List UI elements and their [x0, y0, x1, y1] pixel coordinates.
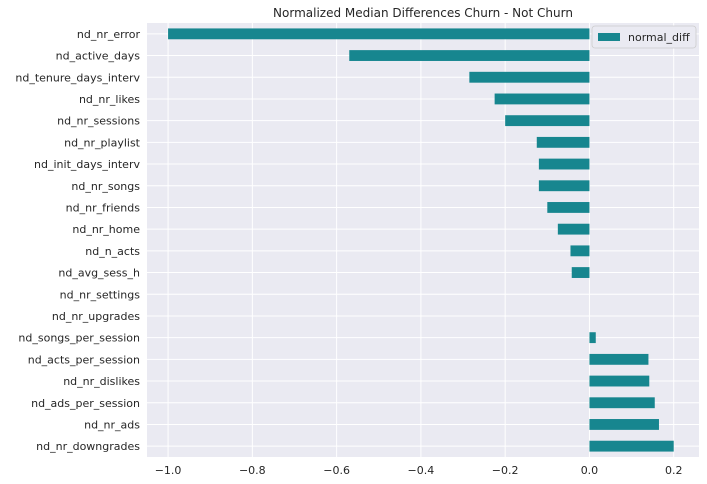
y-tick-label: nd_n_acts — [85, 245, 140, 258]
y-tick-label: nd_nr_playlist — [64, 136, 141, 149]
x-tick-label: −0.2 — [492, 464, 519, 477]
y-tick-label: nd_ads_per_session — [31, 397, 140, 410]
legend-label: normal_diff — [628, 31, 690, 44]
x-tick-label: 0.2 — [665, 464, 683, 477]
bar-nd_nr_error — [168, 28, 590, 40]
y-tick-label: nd_nr_dislikes — [63, 375, 140, 388]
y-tick-label: nd_nr_sessions — [57, 115, 140, 128]
x-tick-label: 0.0 — [581, 464, 599, 477]
legend: normal_diff — [591, 25, 697, 49]
chart-title: Normalized Median Differences Churn - No… — [273, 6, 573, 20]
bar-nd_nr_home — [557, 223, 590, 235]
x-tick-label: −0.8 — [239, 464, 266, 477]
bar-nd_avg_sess_h — [571, 267, 590, 278]
legend-swatch — [598, 33, 620, 41]
y-tick-label: nd_avg_sess_h — [58, 267, 140, 280]
y-tick-label: nd_acts_per_session — [28, 353, 140, 366]
bar-nd_ads_per_session — [589, 397, 655, 409]
legend-box — [591, 25, 697, 49]
bar-nd_nr_downgrades — [589, 440, 674, 452]
bar-nd_nr_playlist — [536, 136, 590, 148]
plot-background — [147, 23, 699, 457]
bar-nd_nr_ads — [589, 419, 659, 430]
bar-nd_nr_dislikes — [589, 375, 650, 387]
y-tick-label: nd_nr_upgrades — [52, 310, 140, 323]
y-tick-label: nd_songs_per_session — [18, 332, 140, 345]
y-tick-label: nd_nr_home — [72, 223, 140, 236]
bar-nd_nr_likes — [494, 93, 590, 105]
y-tick-label: nd_nr_friends — [66, 201, 141, 214]
y-tick-label: nd_init_days_interv — [34, 158, 140, 171]
y-tick-label: nd_active_days — [56, 50, 141, 63]
y-tick-label: nd_nr_error — [77, 28, 141, 41]
y-tick-label: nd_nr_downgrades — [36, 440, 140, 453]
bar-nd_tenure_days_interv — [469, 71, 590, 83]
bar-nd_nr_songs — [538, 180, 590, 192]
bar-nd_songs_per_session — [589, 332, 596, 344]
bar-nd_nr_friends — [547, 202, 590, 213]
x-tick-label: −0.4 — [408, 464, 435, 477]
bar-nd_nr_sessions — [505, 115, 590, 127]
y-tick-label: nd_nr_songs — [71, 180, 140, 193]
y-tick-label: nd_nr_settings — [60, 288, 141, 301]
bar-nd_n_acts — [570, 245, 590, 257]
bar-nd_init_days_interv — [538, 158, 590, 170]
y-tick-label: nd_nr_likes — [79, 93, 140, 106]
y-tick-label: nd_tenure_days_interv — [15, 71, 140, 84]
x-tick-label: −0.6 — [323, 464, 350, 477]
y-tick-labels: nd_nr_error nd_active_days nd_tenure_days_… — [15, 28, 140, 453]
y-tick-label: nd_nr_ads — [84, 418, 140, 431]
x-tick-label: −1.0 — [155, 464, 182, 477]
x-tick-labels: −1.0 −0.8 −0.6 −0.4 −0.2 0.0 0.2 — [155, 464, 683, 477]
bar-nd_acts_per_session — [589, 353, 649, 365]
bars — [168, 28, 674, 452]
bar-nd_active_days — [349, 50, 590, 61]
